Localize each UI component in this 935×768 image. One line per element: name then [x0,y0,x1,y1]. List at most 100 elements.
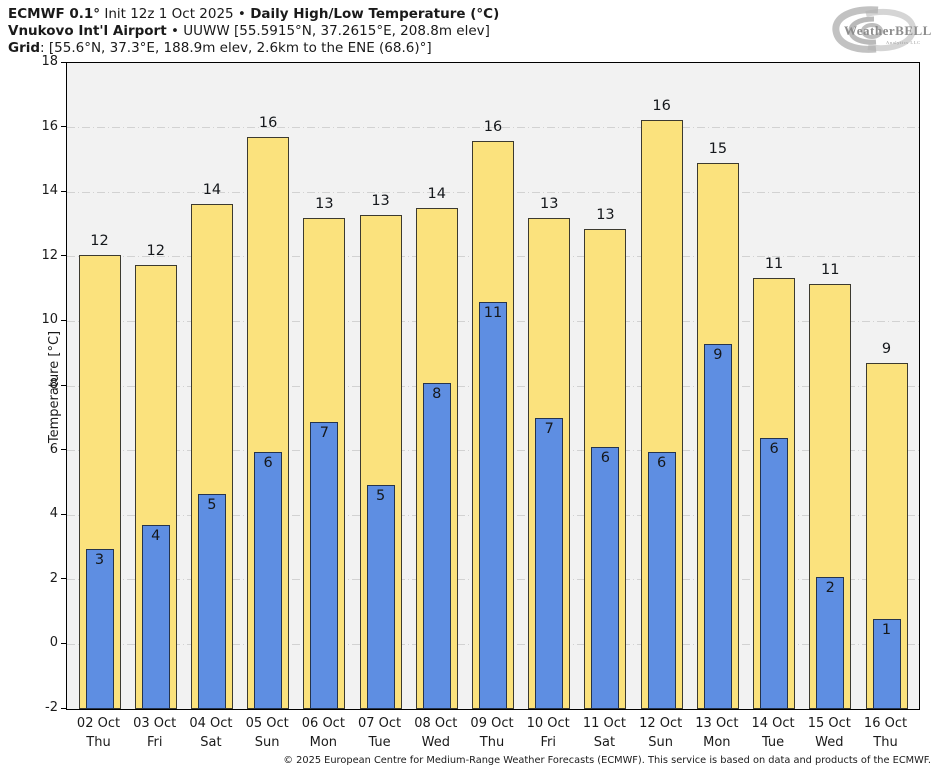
x-tick-date: 02 Oct [76,716,121,731]
grid-subtitle: Grid: [55.6°N, 37.3°E, 188.9m elev, 2.6k… [8,40,432,57]
low-bar [254,452,283,709]
hurricane-swirl-icon: WeatherBELL Analytics LLC [832,6,931,53]
x-tick-day: Sun [254,735,280,750]
high-value-label: 11 [764,255,784,272]
low-bar [535,418,564,709]
high-value-label: 16 [483,118,503,135]
x-tick-date: 13 Oct [695,716,739,731]
x-tick-label: 11 Oct Sat [570,714,638,752]
x-tick-date: 09 Oct [470,716,514,731]
x-tick-label: 12 Oct Sun [627,714,695,752]
y-tick-label: -2 [45,700,58,715]
x-tick-day: Thu [873,735,898,750]
x-tick-label: 13 Oct Mon [683,714,751,752]
x-tick-label: 14 Oct Tue [739,714,807,752]
x-tick-label: 07 Oct Tue [346,714,414,752]
y-tick-label: 0 [49,635,58,651]
y-tick-label: 8 [49,377,58,392]
high-value-label: 14 [202,181,222,198]
high-value-label: 13 [596,207,615,224]
high-value-label: 11 [821,262,840,279]
x-tick-day: Thu [479,735,505,750]
x-tick-day: Wed [421,735,450,750]
low-bar [422,382,451,709]
high-value-label: 16 [258,115,278,132]
y-tick-mark [61,642,66,645]
y-tick-mark [61,384,66,386]
grid-line [67,127,919,129]
station-subtitle: Vnukovo Int'l Airport • UUWW [55.5915°N,… [8,23,490,40]
low-bar [591,447,620,709]
x-tick-label: 16 Oct Thu [852,714,920,752]
low-value-label: 6 [600,450,611,467]
x-tick-day: Sun [648,735,673,750]
x-tick-date: 07 Oct [357,716,402,731]
x-tick-day: Fri [146,735,163,750]
low-value-label: 5 [207,497,217,514]
high-value-label: 13 [371,192,390,209]
x-tick-date: 15 Oct [807,716,851,731]
x-tick-date: 04 Oct [189,716,233,731]
low-value-label: 5 [375,487,386,504]
y-tick-label: 2 [49,570,58,586]
low-value-label: 6 [657,455,667,472]
x-tick-date: 16 Oct [863,716,908,731]
grid-label: Grid [8,40,41,56]
x-tick-day: Tue [368,735,391,750]
y-tick-mark [61,578,66,580]
low-value-label: 9 [713,347,723,363]
high-value-label: 9 [881,341,892,358]
x-tick-date: 11 Oct [582,716,626,731]
low-value-label: 8 [432,385,442,402]
x-tick-day: Mon [309,735,338,750]
high-value-label: 14 [427,186,446,203]
x-tick-label: 09 Oct Thu [458,714,526,752]
y-tick-mark [61,449,66,451]
low-bar [703,344,732,709]
plot-area: 12 3 12 4 14 5 16 6 13 7 13 5 14 8 16 11 13 7 13 6 16 6 15 9 11 6… [66,62,920,710]
x-tick-date: 08 Oct [414,716,458,731]
x-tick-date: 06 Oct [301,716,345,731]
low-bar [479,302,507,709]
low-value-label: 11 [483,305,503,322]
y-tick-mark [61,513,66,515]
x-tick-date: 12 Oct [639,716,683,731]
x-tick-label: 04 Oct Sat [177,714,245,752]
model-name: ECMWF 0.1° [8,6,101,22]
y-tick-label: 10 [41,312,58,328]
x-tick-day: Tue [761,735,785,750]
high-value-label: 12 [90,233,109,250]
low-bar [872,618,901,709]
y-tick-mark [61,319,66,322]
y-tick-label: 12 [41,247,58,263]
low-bar [85,549,114,709]
low-value-label: 1 [881,621,892,638]
x-tick-label: 15 Oct Wed [795,714,863,752]
high-value-label: 16 [652,97,671,114]
station-name: Vnukovo Int'l Airport [8,23,167,39]
product-name: Daily High/Low Temperature (°C) [250,6,500,22]
x-tick-label: 02 Oct Thu [65,714,133,752]
x-tick-label: 05 Oct Sun [233,714,301,752]
station-meta: • UUWW [55.5915°N, 37.2615°E, 208.8m ele… [166,23,490,39]
low-value-label: 7 [544,421,554,438]
x-tick-label: 10 Oct Fri [514,714,582,752]
grid-meta: : [55.6°N, 37.3°E, 188.9m elev, 2.6km to… [40,40,432,56]
low-value-label: 6 [769,440,779,457]
init-time: Init 12z 1 Oct 2025 • [100,6,251,22]
low-value-label: 6 [263,455,273,472]
low-bar [760,437,789,709]
logo-sub-text: Analytics LLC [886,40,921,45]
high-value-label: 13 [315,196,334,213]
low-bar [366,484,395,709]
y-tick-label: 4 [49,506,58,522]
chart-title: ECMWF 0.1° Init 12z 1 Oct 2025 • Daily H… [8,6,499,23]
high-value-label: 13 [539,196,559,213]
y-tick-mark [61,61,66,63]
low-bar [816,576,845,709]
y-tick-label: 14 [41,183,58,199]
logo-brand-text: WeatherBELL [844,23,931,38]
y-tick-label: 18 [41,54,58,69]
low-value-label: 4 [151,527,161,544]
